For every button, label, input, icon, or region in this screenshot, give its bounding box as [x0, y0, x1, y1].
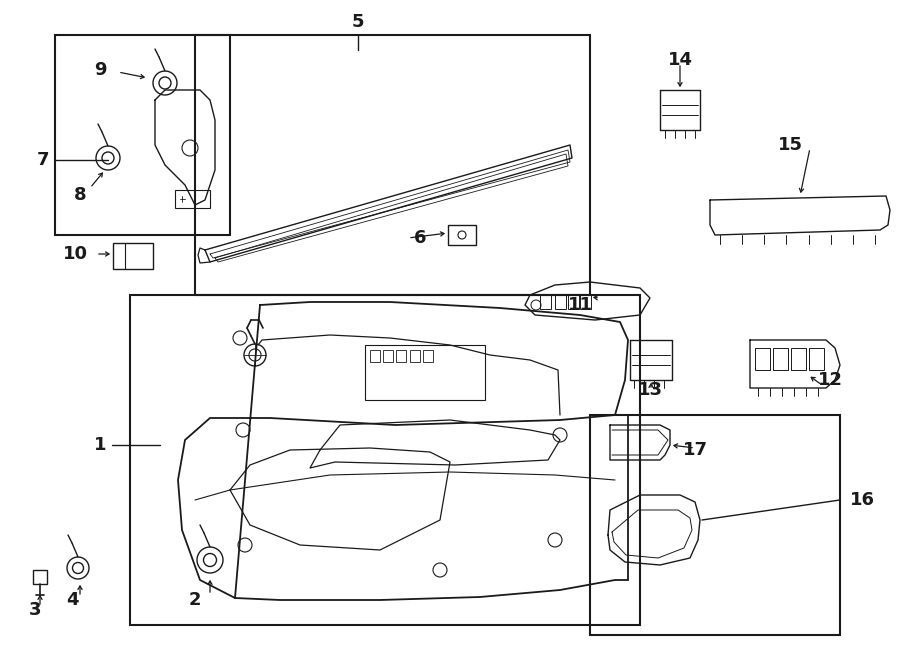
Text: 14: 14: [668, 51, 692, 69]
Text: 2: 2: [189, 591, 202, 609]
Bar: [55, 35, 230, 235]
Bar: [365, 345, 485, 400]
Text: 1: 1: [94, 436, 106, 454]
Bar: [423, 350, 433, 362]
Bar: [113, 243, 153, 269]
Bar: [809, 348, 824, 370]
Text: 4: 4: [66, 591, 78, 609]
Bar: [568, 295, 579, 309]
Bar: [755, 348, 770, 370]
Bar: [540, 295, 551, 309]
Text: 7: 7: [37, 151, 50, 169]
Bar: [33, 570, 47, 584]
Bar: [791, 348, 806, 370]
Text: 9: 9: [94, 61, 106, 79]
Text: 5: 5: [352, 13, 365, 31]
Text: 10: 10: [62, 245, 87, 263]
Text: 6: 6: [414, 229, 427, 247]
Bar: [130, 295, 640, 625]
Bar: [773, 348, 788, 370]
Bar: [590, 415, 840, 635]
Text: 8: 8: [74, 186, 86, 204]
Text: 15: 15: [778, 136, 803, 154]
Bar: [580, 295, 591, 309]
Bar: [396, 350, 406, 362]
Text: 16: 16: [850, 491, 875, 509]
Bar: [410, 350, 420, 362]
Bar: [175, 190, 210, 208]
Bar: [555, 295, 566, 309]
Text: 11: 11: [568, 296, 592, 314]
Bar: [383, 350, 393, 362]
Text: 17: 17: [682, 441, 707, 459]
Text: 3: 3: [29, 601, 41, 619]
Text: 12: 12: [817, 371, 842, 389]
Bar: [195, 35, 590, 295]
Bar: [448, 225, 476, 245]
Text: 13: 13: [637, 381, 662, 399]
Bar: [370, 350, 380, 362]
